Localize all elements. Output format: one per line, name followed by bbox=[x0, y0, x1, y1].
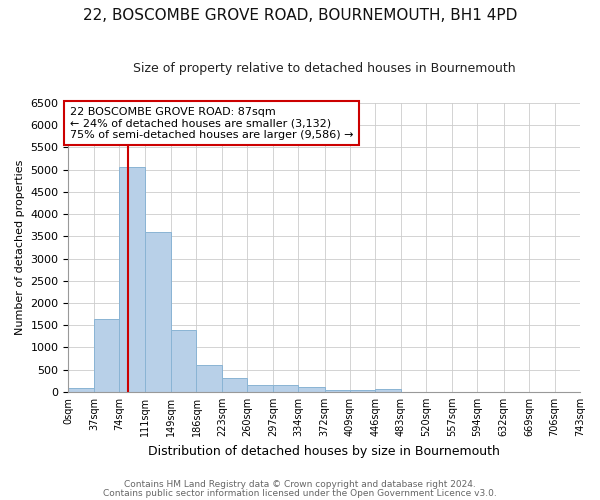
Text: 22, BOSCOMBE GROVE ROAD, BOURNEMOUTH, BH1 4PD: 22, BOSCOMBE GROVE ROAD, BOURNEMOUTH, BH… bbox=[83, 8, 517, 22]
Text: Contains public sector information licensed under the Open Government Licence v3: Contains public sector information licen… bbox=[103, 489, 497, 498]
Bar bbox=[222, 378, 247, 392]
Bar bbox=[376, 390, 401, 392]
Text: Contains HM Land Registry data © Crown copyright and database right 2024.: Contains HM Land Registry data © Crown c… bbox=[124, 480, 476, 489]
Bar bbox=[273, 385, 298, 392]
Bar bbox=[145, 232, 171, 392]
Bar bbox=[171, 330, 196, 392]
Bar bbox=[196, 364, 222, 392]
Bar bbox=[119, 167, 145, 392]
Bar bbox=[247, 384, 273, 392]
Bar bbox=[68, 388, 94, 392]
Bar bbox=[325, 390, 350, 392]
Title: Size of property relative to detached houses in Bournemouth: Size of property relative to detached ho… bbox=[133, 62, 515, 76]
Bar bbox=[350, 390, 376, 392]
Text: 22 BOSCOMBE GROVE ROAD: 87sqm
← 24% of detached houses are smaller (3,132)
75% o: 22 BOSCOMBE GROVE ROAD: 87sqm ← 24% of d… bbox=[70, 106, 353, 140]
Y-axis label: Number of detached properties: Number of detached properties bbox=[15, 160, 25, 335]
Bar bbox=[94, 319, 119, 392]
X-axis label: Distribution of detached houses by size in Bournemouth: Distribution of detached houses by size … bbox=[148, 444, 500, 458]
Bar bbox=[298, 388, 325, 392]
